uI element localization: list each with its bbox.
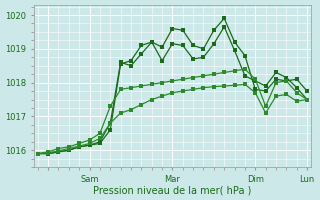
X-axis label: Pression niveau de la mer( hPa ): Pression niveau de la mer( hPa ) bbox=[93, 185, 252, 195]
